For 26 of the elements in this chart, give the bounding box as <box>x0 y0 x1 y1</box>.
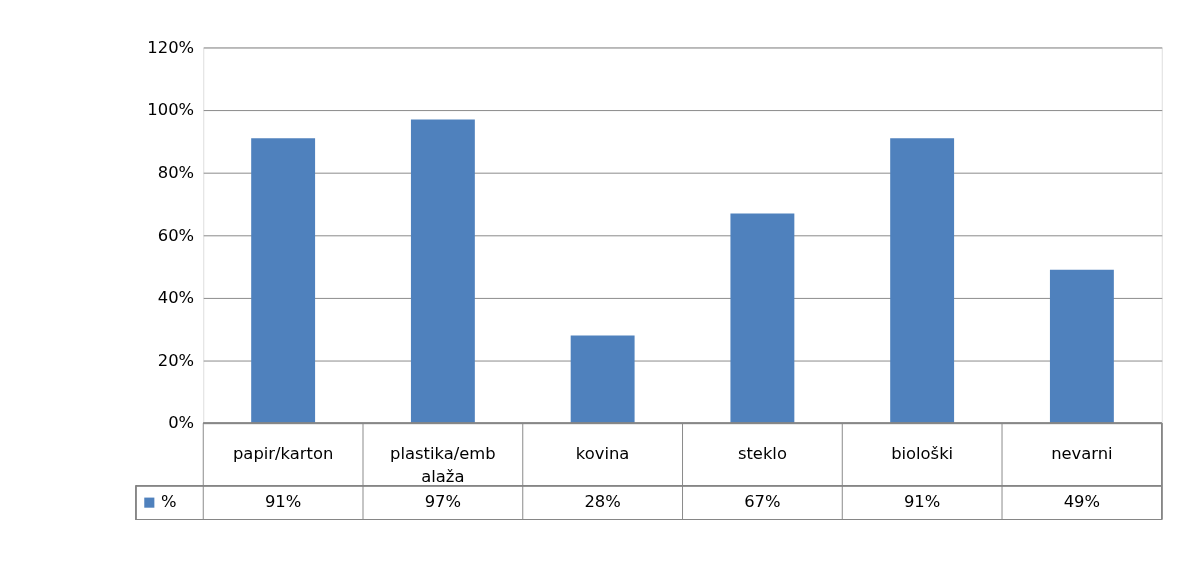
bar <box>730 213 795 424</box>
x-tick-label: kovina <box>575 444 630 464</box>
y-tick-label: 60% <box>157 225 195 245</box>
y-tick-label: 120% <box>147 37 195 57</box>
x-tick-label: nevarni <box>1051 444 1113 464</box>
bar <box>410 119 475 424</box>
y-tick-label: 20% <box>157 350 195 370</box>
y-tick-label: 80% <box>157 163 195 182</box>
x-tick-label: plastika/embalaža <box>390 444 496 487</box>
data-label: 49% <box>1063 492 1101 512</box>
y-tick-label: 100% <box>147 100 195 120</box>
y-tick-label: 40% <box>157 288 195 308</box>
data-label: 91% <box>903 492 941 512</box>
legend-label: % <box>160 492 177 512</box>
bar <box>1049 269 1114 424</box>
bar <box>890 138 955 424</box>
x-tick-label: steklo <box>737 444 787 464</box>
data-label: 97% <box>424 492 462 512</box>
y-tick-label: 0% <box>168 413 195 433</box>
data-label: 67% <box>744 492 781 512</box>
bar <box>570 335 635 424</box>
data-label: 28% <box>584 492 621 512</box>
data-label: 91% <box>264 492 302 512</box>
x-tick-label: papir/karton <box>232 444 334 464</box>
x-tick-label: biološki <box>891 444 954 464</box>
bar <box>251 138 316 424</box>
